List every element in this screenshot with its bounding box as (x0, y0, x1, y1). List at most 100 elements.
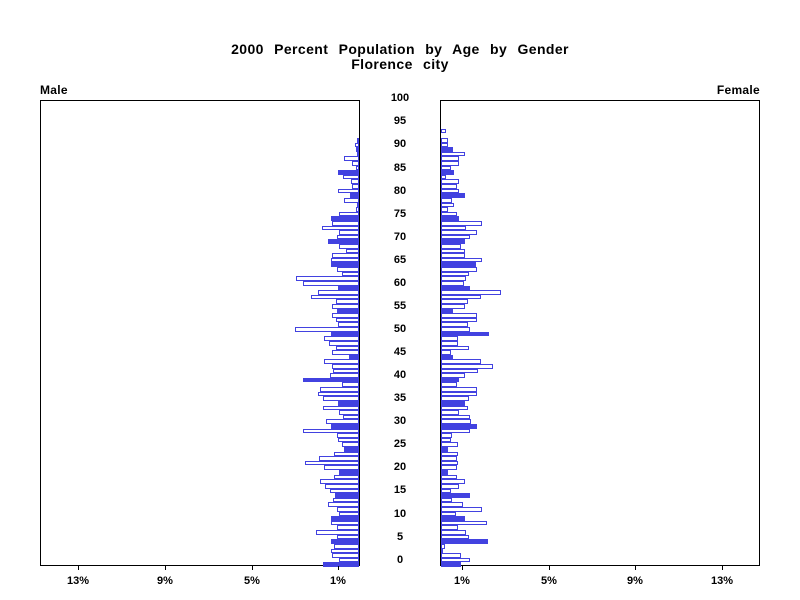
female-bar-age-10 (441, 516, 465, 521)
female-pct-tick-13-label: 13% (710, 575, 734, 587)
male-bar-age-63 (342, 271, 359, 277)
female-bar-age-33 (441, 410, 459, 415)
male-bar-age-7 (316, 530, 359, 535)
male-bar-age-57 (336, 299, 359, 304)
male-bar-age-30 (331, 423, 359, 429)
female-bar-age-7 (441, 530, 466, 535)
female-bar-age-44 (441, 359, 481, 364)
male-bar-age-12 (337, 507, 359, 512)
age-tick-label-55: 55 (393, 299, 407, 312)
male-pct-tick-9-mark (165, 566, 166, 570)
male-pct-tick-1-mark (338, 566, 339, 570)
age-tick-label-85: 85 (393, 161, 407, 174)
male-bar-age-73 (322, 225, 359, 231)
male-bar-age-21 (324, 465, 359, 471)
female-pct-tick-13-mark (722, 566, 723, 570)
male-bar-age-86 (356, 165, 359, 171)
female-bar-age-61 (441, 280, 464, 286)
age-tick-label-95: 95 (393, 115, 407, 128)
male-bar-age-54 (332, 313, 359, 318)
female-bar-age-31 (441, 419, 471, 424)
male-bar-age-42 (333, 368, 359, 374)
female-bar-age-81 (441, 188, 459, 194)
female-bar-age-68 (441, 248, 465, 254)
female-bar-age-89 (441, 151, 465, 157)
female-bar-age-65 (441, 262, 476, 268)
chart-title: 2000 Percent Population by Age by Gender (231, 41, 569, 57)
male-bar-age-80 (350, 193, 359, 198)
male-bar-age-62 (296, 276, 359, 281)
female-bar-age-69 (441, 244, 461, 249)
female-bar-age-48 (441, 340, 458, 346)
female-bar-age-40 (441, 377, 459, 383)
male-bar-age-60 (338, 285, 359, 291)
female-bar-age-63 (441, 271, 469, 277)
male-pct-tick-13-label: 13% (66, 575, 90, 587)
female-bar-age-26 (441, 442, 458, 448)
male-bar-age-18 (320, 479, 359, 484)
male-bar-age-64 (337, 267, 359, 272)
female-bar-age-83 (441, 179, 459, 185)
male-pct-tick-1-label: 1% (330, 575, 346, 587)
female-bar-age-94 (441, 128, 446, 134)
female-bar-age-77 (441, 207, 448, 212)
female-bar-age-45 (441, 354, 453, 360)
male-bar-age-4 (334, 543, 359, 549)
female-bar-age-30 (441, 423, 477, 429)
age-tick-label-5: 5 (396, 530, 404, 543)
female-bar-age-87 (441, 160, 459, 166)
female-bar-age-85 (441, 170, 454, 175)
male-bar-age-76 (339, 211, 359, 217)
male-bar-age-52 (338, 322, 359, 328)
male-bar-age-24 (334, 451, 359, 457)
male-bar-age-27 (338, 437, 359, 443)
male-bar-age-87 (352, 160, 359, 166)
female-bar-age-6 (441, 534, 469, 540)
male-bar-age-32 (343, 414, 359, 420)
female-bar-age-32 (441, 414, 470, 420)
male-bar-age-50 (331, 331, 359, 337)
female-bar-age-27 (441, 437, 451, 443)
male-bar-age-1 (339, 557, 359, 563)
female-bar-age-75 (441, 216, 459, 221)
male-panel (40, 100, 360, 567)
age-tick-label-40: 40 (393, 369, 407, 382)
male-bar-age-43 (332, 363, 359, 369)
female-bar-age-25 (441, 447, 448, 452)
male-bar-age-47 (336, 345, 359, 351)
age-tick-label-90: 90 (393, 138, 407, 151)
female-bar-age-67 (441, 253, 465, 258)
female-bar-age-59 (441, 290, 501, 295)
male-bar-age-15 (335, 493, 359, 498)
female-pct-tick-1-label: 1% (454, 575, 470, 587)
male-bar-age-81 (338, 188, 359, 194)
female-pct-tick-9-label: 9% (627, 575, 643, 587)
age-tick-label-50: 50 (393, 323, 407, 335)
male-bar-age-74 (332, 220, 359, 226)
male-bar-age-66 (331, 257, 359, 263)
male-pct-tick-13-mark (78, 566, 79, 570)
female-bar-age-16 (441, 488, 451, 494)
male-bar-age-41 (330, 373, 359, 378)
female-bar-age-71 (441, 234, 470, 240)
male-bar-age-61 (303, 280, 359, 286)
male-bar-age-68 (346, 248, 359, 254)
male-bar-age-3 (331, 548, 359, 554)
male-bar-age-67 (332, 253, 359, 258)
male-bar-age-70 (328, 239, 359, 245)
male-bar-age-56 (332, 304, 359, 309)
male-panel-label: Male (40, 83, 68, 97)
female-bar-age-52 (441, 322, 468, 328)
female-bar-age-70 (441, 239, 465, 245)
male-bar-age-19 (334, 474, 359, 480)
male-bar-age-84 (343, 174, 359, 180)
male-bar-age-25 (344, 447, 359, 452)
male-bar-age-37 (318, 391, 359, 397)
male-bar-age-17 (325, 483, 359, 489)
female-bar-age-58 (441, 294, 481, 300)
female-bar-age-53 (441, 317, 477, 323)
male-bar-age-85 (338, 170, 359, 175)
female-bar-age-23 (441, 456, 457, 461)
male-pct-tick-5-label: 5% (244, 575, 260, 587)
female-bar-age-91 (441, 142, 448, 148)
